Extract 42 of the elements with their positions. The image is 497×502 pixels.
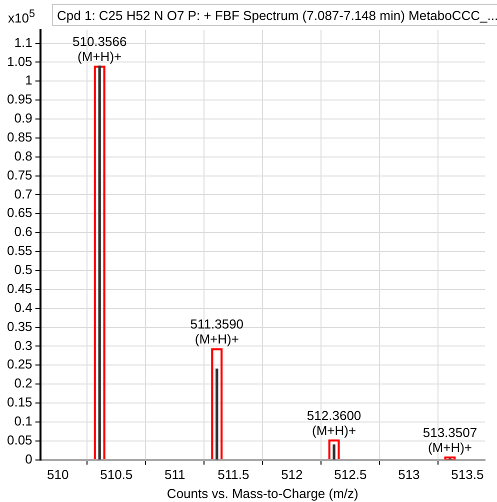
y-tick-label: 0.85: [6, 130, 32, 144]
y-tick-label: 0: [25, 451, 32, 466]
y-tick-label: 0.3: [14, 338, 32, 353]
y-tick-label: 0.05: [6, 432, 32, 448]
annotation: 511.3590 (M+H)+: [190, 316, 244, 347]
x-tick-label: 510: [47, 467, 69, 482]
y-tick-label: 0.35: [6, 318, 32, 334]
y-tick-label: 0.5: [14, 262, 32, 278]
y-tick-label: 0.75: [6, 167, 32, 182]
y-tick-label: 1: [25, 72, 32, 88]
annotation: 513.3507 (M+H)+: [422, 424, 478, 455]
bar: [216, 368, 218, 460]
annotation: 510.3566 (M+H)+: [72, 34, 127, 64]
y-tick-label: 0.25: [6, 356, 32, 372]
y-tick-label: 0.15: [6, 394, 32, 410]
y-tick-label: 0.55: [6, 243, 32, 258]
y-tick-label: 0.95: [6, 92, 32, 107]
y-tick-label: 0.6: [14, 224, 32, 240]
bar: [98, 66, 101, 460]
x-axis-title: Counts vs. Mass-to-Charge (m/z): [166, 486, 358, 501]
y-tick-label: 0.2: [14, 376, 32, 391]
y-tick-label: 0.8: [14, 148, 32, 164]
x-tick-label: 513.5: [451, 467, 484, 482]
bar: [444, 456, 456, 460]
y-tick-label: 1.05: [6, 54, 32, 69]
x-tick-label: 511.5: [218, 467, 250, 482]
y-tick-label: 0.7: [14, 186, 32, 202]
y-tick-label: 0.1: [14, 414, 32, 429]
y-tick-label: 0.45: [6, 280, 32, 296]
y-tick-label: 1.1: [14, 34, 32, 50]
y-tick-label: 0.9: [14, 110, 32, 126]
y-tick-label: 0.4: [14, 300, 32, 315]
y-tick-label: 0.65: [6, 205, 32, 220]
x-tick-label: 513: [398, 467, 420, 482]
x-tick-label: 512.5: [334, 467, 367, 482]
y-axis-title: x10$^{5}$: [8, 8, 35, 26]
annotation: 512.3600 (M+H)+: [306, 408, 362, 438]
x-tick-label: 510.5: [100, 467, 133, 482]
chart-title: Cpd 1: C25 H52 N O7 P: + FBF Spectrum (7.087-7.148 min) MetaboCCC_...: [52, 4, 497, 26]
bar: [332, 444, 336, 460]
x-tick-label: 511: [164, 467, 186, 482]
x-tick-label: 512: [281, 467, 303, 482]
